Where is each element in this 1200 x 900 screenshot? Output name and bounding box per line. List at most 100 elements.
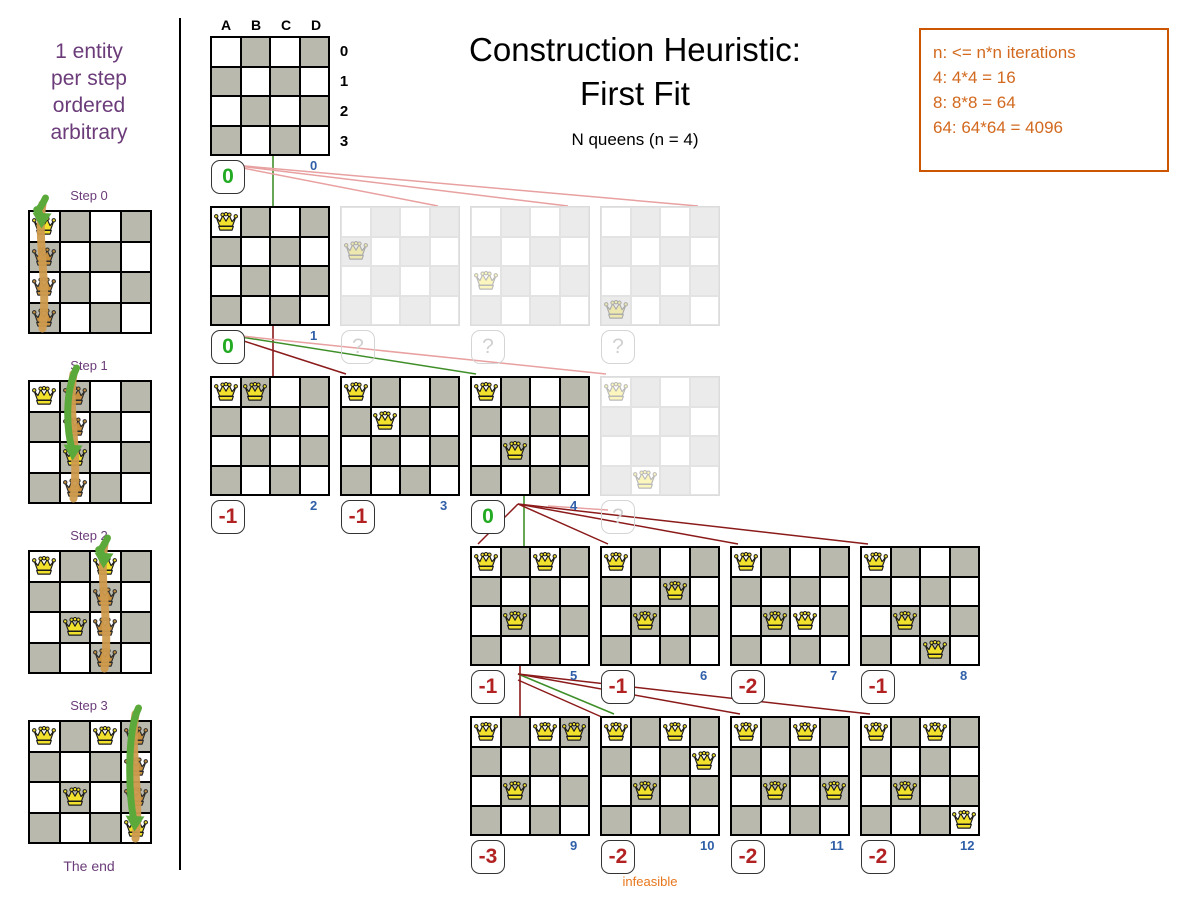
tree-board-f2a[interactable] bbox=[600, 376, 720, 496]
board-cell[interactable] bbox=[299, 37, 329, 67]
board-cell[interactable] bbox=[471, 576, 501, 606]
board-cell[interactable] bbox=[530, 717, 560, 747]
board-cell[interactable] bbox=[29, 241, 60, 272]
board-cell[interactable] bbox=[299, 96, 329, 126]
board-cell[interactable] bbox=[341, 465, 371, 495]
board-cell[interactable] bbox=[59, 812, 90, 843]
board-cell[interactable] bbox=[559, 606, 589, 636]
step-board-3[interactable] bbox=[28, 720, 152, 844]
board-cell[interactable] bbox=[760, 576, 790, 606]
board-cell[interactable] bbox=[630, 746, 660, 776]
board-cell[interactable] bbox=[790, 805, 820, 835]
tree-board-f1a[interactable] bbox=[340, 206, 460, 326]
board-cell[interactable] bbox=[760, 547, 790, 577]
board-cell[interactable] bbox=[400, 406, 430, 436]
tree-board-f1b[interactable] bbox=[470, 206, 590, 326]
board-cell[interactable] bbox=[500, 805, 530, 835]
board-cell[interactable] bbox=[559, 576, 589, 606]
board-cell[interactable] bbox=[299, 266, 329, 296]
tree-board-f1c[interactable] bbox=[600, 206, 720, 326]
board-cell[interactable] bbox=[270, 125, 300, 155]
board-cell[interactable] bbox=[240, 207, 270, 237]
board-cell[interactable] bbox=[630, 547, 660, 577]
board-cell[interactable] bbox=[240, 377, 270, 407]
score-badge-6[interactable]: -1 bbox=[601, 670, 635, 704]
board-cell[interactable] bbox=[240, 465, 270, 495]
board-cell[interactable] bbox=[920, 805, 950, 835]
board-cell[interactable] bbox=[29, 782, 60, 813]
board-cell[interactable] bbox=[211, 465, 241, 495]
board-cell[interactable] bbox=[500, 295, 530, 325]
board-cell[interactable] bbox=[790, 547, 820, 577]
score-badge-f1a[interactable]: ? bbox=[341, 330, 375, 364]
board-cell[interactable] bbox=[559, 805, 589, 835]
board-cell[interactable] bbox=[530, 635, 560, 665]
board-cell[interactable] bbox=[500, 606, 530, 636]
board-cell[interactable] bbox=[601, 236, 631, 266]
board-cell[interactable] bbox=[341, 406, 371, 436]
board-cell[interactable] bbox=[59, 782, 90, 813]
board-cell[interactable] bbox=[790, 717, 820, 747]
board-cell[interactable] bbox=[819, 746, 849, 776]
board-cell[interactable] bbox=[500, 266, 530, 296]
tree-board-5[interactable] bbox=[470, 546, 590, 666]
board-cell[interactable] bbox=[559, 207, 589, 237]
board-cell[interactable] bbox=[299, 125, 329, 155]
board-cell[interactable] bbox=[471, 207, 501, 237]
board-cell[interactable] bbox=[601, 406, 631, 436]
board-cell[interactable] bbox=[270, 465, 300, 495]
board-cell[interactable] bbox=[29, 751, 60, 782]
tree-board-8[interactable] bbox=[860, 546, 980, 666]
board-cell[interactable] bbox=[59, 721, 90, 752]
board-cell[interactable] bbox=[29, 272, 60, 303]
score-badge-3[interactable]: -1 bbox=[341, 500, 375, 534]
board-cell[interactable] bbox=[689, 606, 719, 636]
board-cell[interactable] bbox=[760, 746, 790, 776]
board-cell[interactable] bbox=[471, 606, 501, 636]
board-cell[interactable] bbox=[211, 207, 241, 237]
board-cell[interactable] bbox=[689, 436, 719, 466]
board-cell[interactable] bbox=[601, 207, 631, 237]
board-cell[interactable] bbox=[660, 266, 690, 296]
board-cell[interactable] bbox=[660, 576, 690, 606]
board-cell[interactable] bbox=[949, 635, 979, 665]
board-cell[interactable] bbox=[660, 465, 690, 495]
score-badge-0[interactable]: 0 bbox=[211, 160, 245, 194]
board-cell[interactable] bbox=[601, 746, 631, 776]
board-cell[interactable] bbox=[689, 295, 719, 325]
board-cell[interactable] bbox=[211, 96, 241, 126]
board-cell[interactable] bbox=[400, 266, 430, 296]
board-cell[interactable] bbox=[29, 581, 60, 612]
board-cell[interactable] bbox=[299, 406, 329, 436]
board-cell[interactable] bbox=[211, 406, 241, 436]
board-cell[interactable] bbox=[429, 465, 459, 495]
board-cell[interactable] bbox=[270, 377, 300, 407]
board-cell[interactable] bbox=[471, 635, 501, 665]
board-cell[interactable] bbox=[861, 635, 891, 665]
score-badge-2[interactable]: -1 bbox=[211, 500, 245, 534]
board-cell[interactable] bbox=[429, 377, 459, 407]
board-cell[interactable] bbox=[370, 207, 400, 237]
board-cell[interactable] bbox=[760, 635, 790, 665]
board-cell[interactable] bbox=[949, 776, 979, 806]
board-cell[interactable] bbox=[370, 236, 400, 266]
board-cell[interactable] bbox=[689, 635, 719, 665]
board-cell[interactable] bbox=[240, 66, 270, 96]
board-cell[interactable] bbox=[211, 266, 241, 296]
board-cell[interactable] bbox=[270, 436, 300, 466]
board-cell[interactable] bbox=[630, 236, 660, 266]
board-cell[interactable] bbox=[530, 377, 560, 407]
board-cell[interactable] bbox=[29, 302, 60, 333]
board-cell[interactable] bbox=[861, 606, 891, 636]
tree-board-1[interactable] bbox=[210, 206, 330, 326]
board-cell[interactable] bbox=[559, 717, 589, 747]
board-cell[interactable] bbox=[559, 295, 589, 325]
board-cell[interactable] bbox=[471, 776, 501, 806]
board-cell[interactable] bbox=[120, 472, 151, 503]
score-badge-11[interactable]: -2 bbox=[731, 840, 765, 874]
tree-board-9[interactable] bbox=[470, 716, 590, 836]
board-cell[interactable] bbox=[90, 381, 121, 412]
board-cell[interactable] bbox=[270, 406, 300, 436]
board-cell[interactable] bbox=[819, 776, 849, 806]
board-cell[interactable] bbox=[500, 377, 530, 407]
